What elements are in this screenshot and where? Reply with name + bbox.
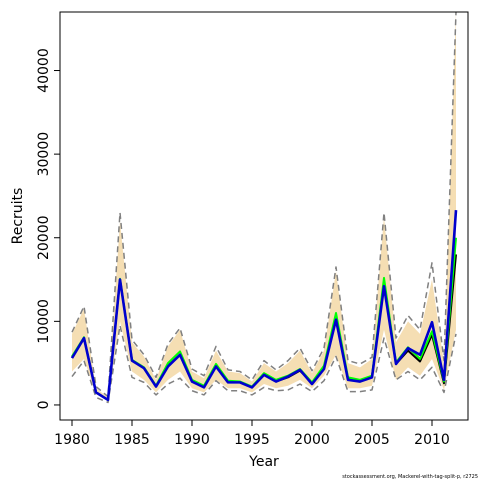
- caption: stockassessment.org, Mackerel-with-tag-s…: [342, 474, 478, 480]
- x-tick-label: 2010: [414, 432, 450, 448]
- y-tick-label: 20000: [36, 215, 52, 260]
- plot-frame: [59, 11, 469, 421]
- y-axis: 0 10000 20000 30000 40000: [36, 48, 60, 409]
- x-tick-label: 1990: [174, 432, 210, 448]
- x-tick-label: 2000: [294, 432, 330, 448]
- confidence-band: [72, 12, 456, 401]
- upper-bound-line: [71, 11, 457, 398]
- confidence-band-layer: [72, 12, 456, 401]
- y-tick-label: 30000: [36, 132, 52, 177]
- y-axis-title: Recruits: [10, 188, 26, 245]
- y-tick-label: 10000: [36, 299, 52, 344]
- y-tick-label: 0: [36, 400, 52, 409]
- lower-bound-line: [71, 324, 457, 404]
- estimate-line-blue: [70, 210, 458, 402]
- y-tick-label: 40000: [36, 48, 52, 93]
- x-tick-label: 2005: [354, 432, 390, 448]
- x-tick-label: 1995: [234, 432, 270, 448]
- series-layer: [70, 11, 458, 404]
- x-tick-label: 1980: [54, 432, 90, 448]
- x-axis: 1980 1985 1990 1995 2000 2005 2010: [54, 420, 450, 448]
- x-tick-label: 1985: [114, 432, 150, 448]
- x-axis-title: Year: [248, 454, 279, 470]
